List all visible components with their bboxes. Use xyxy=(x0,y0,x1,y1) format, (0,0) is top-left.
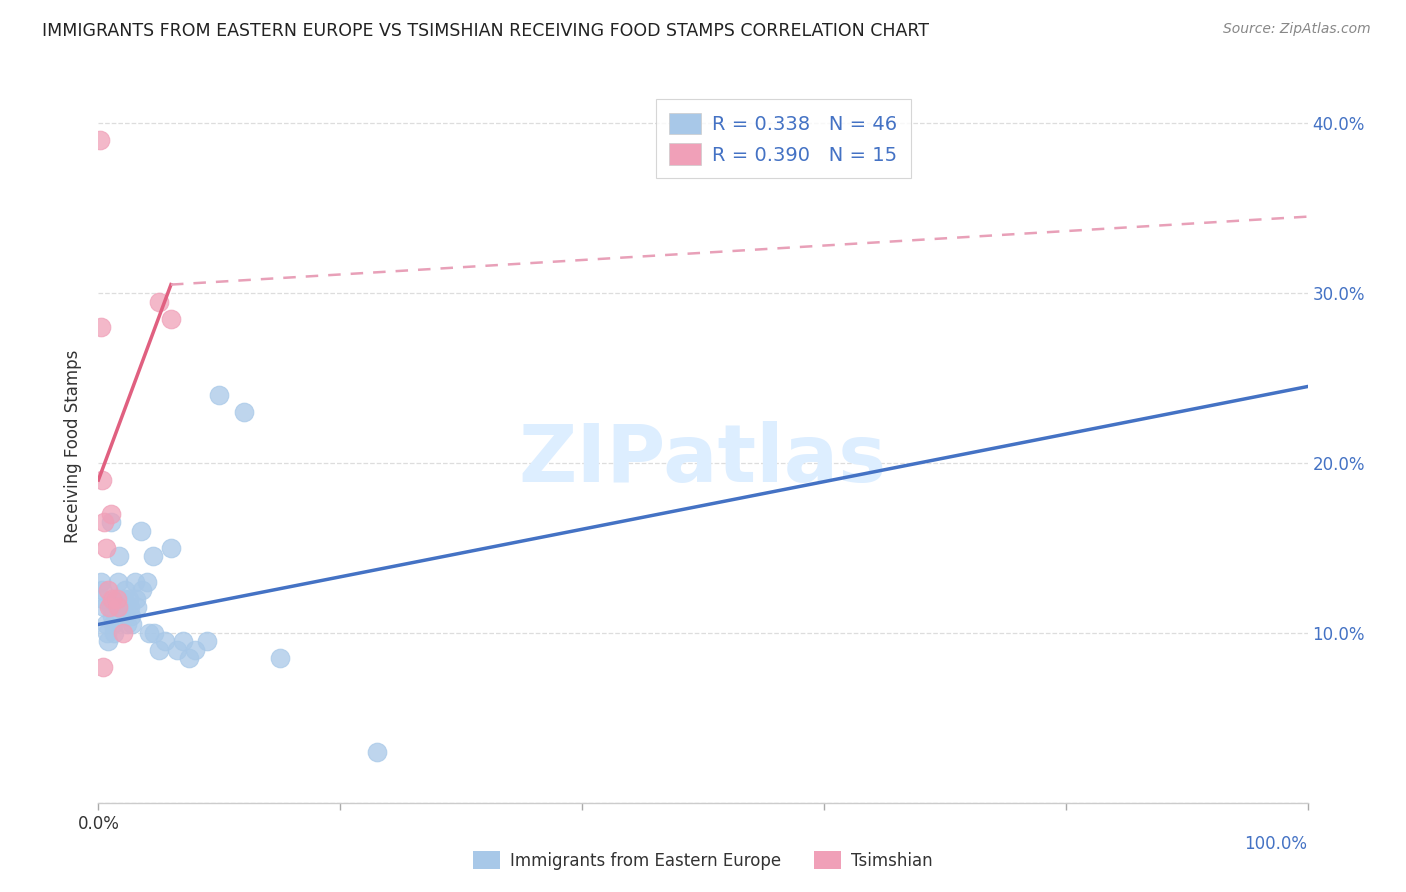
Point xyxy=(97,634,120,648)
Point xyxy=(184,643,207,657)
Point xyxy=(118,591,141,606)
Point xyxy=(100,516,122,530)
Point xyxy=(97,583,120,598)
Point xyxy=(91,660,114,674)
Point xyxy=(118,600,141,615)
Point xyxy=(111,600,134,615)
Point xyxy=(195,634,218,648)
Point xyxy=(121,617,143,632)
Text: Source: ZipAtlas.com: Source: ZipAtlas.com xyxy=(1223,22,1371,37)
Point xyxy=(148,643,170,657)
Point xyxy=(98,600,121,615)
Point xyxy=(117,617,139,632)
Point xyxy=(232,405,254,419)
Point xyxy=(91,591,114,606)
Point xyxy=(127,600,149,615)
Text: 100.0%: 100.0% xyxy=(1244,835,1308,853)
Point xyxy=(166,643,188,657)
Y-axis label: Receiving Food Stamps: Receiving Food Stamps xyxy=(65,350,83,542)
Point xyxy=(111,626,134,640)
Point xyxy=(366,745,388,759)
Point xyxy=(108,549,131,564)
Point xyxy=(269,651,291,665)
Point xyxy=(100,600,122,615)
Point xyxy=(131,583,153,598)
Point xyxy=(93,516,115,530)
Point xyxy=(93,600,115,615)
Point xyxy=(94,617,117,632)
Point xyxy=(96,626,118,640)
Point xyxy=(112,591,135,606)
Point xyxy=(125,591,148,606)
Point xyxy=(153,634,176,648)
Point xyxy=(100,591,122,606)
Point xyxy=(143,626,166,640)
Text: ZIPatlas: ZIPatlas xyxy=(519,421,887,500)
Point xyxy=(105,591,128,606)
Point xyxy=(107,574,129,589)
Point xyxy=(107,600,129,615)
Point xyxy=(89,133,111,147)
Point xyxy=(160,311,183,326)
Point xyxy=(115,608,138,623)
Point xyxy=(148,294,170,309)
Point xyxy=(142,549,165,564)
Point xyxy=(179,651,201,665)
Point xyxy=(90,320,112,334)
Point xyxy=(160,541,183,555)
Point xyxy=(100,507,122,521)
Point xyxy=(108,595,131,609)
Legend: Immigrants from Eastern Europe, Tsimshian: Immigrants from Eastern Europe, Tsimshia… xyxy=(467,845,939,877)
Point xyxy=(129,524,152,538)
Point xyxy=(138,626,160,640)
Point xyxy=(101,617,124,632)
Point xyxy=(124,574,146,589)
Point xyxy=(120,608,142,623)
Point xyxy=(135,574,157,589)
Point xyxy=(90,574,112,589)
Point xyxy=(100,608,122,623)
Point xyxy=(103,626,125,640)
Point xyxy=(94,541,117,555)
Point xyxy=(105,591,128,606)
Point xyxy=(114,583,136,598)
Point xyxy=(91,583,114,598)
Point xyxy=(91,473,114,487)
Point xyxy=(208,388,231,402)
Text: IMMIGRANTS FROM EASTERN EUROPE VS TSIMSHIAN RECEIVING FOOD STAMPS CORRELATION CH: IMMIGRANTS FROM EASTERN EUROPE VS TSIMSH… xyxy=(42,22,929,40)
Point xyxy=(172,634,194,648)
